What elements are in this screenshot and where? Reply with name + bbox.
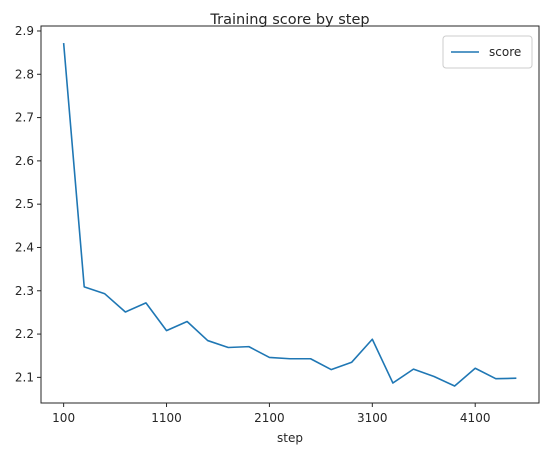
y-tick-label: 2.7 [15,111,34,125]
legend: score [442,35,533,69]
y-tick-label: 2.9 [15,24,34,38]
x-tick-label: 3100 [357,411,388,425]
y-tick-label: 2.2 [15,327,34,341]
y-tick-label: 2.4 [15,240,34,254]
x-tick-label: 1100 [151,411,182,425]
y-tick-label: 2.1 [15,370,34,384]
plot-area [40,25,540,404]
chart-title: Training score by step [209,12,369,28]
legend-box [442,35,533,69]
series-line-score [62,43,517,387]
y-tick-label: 2.5 [15,197,34,211]
x-axis-label: step [277,431,303,445]
y-tick-label: 2.3 [15,284,34,298]
x-tick-label: 2100 [254,411,285,425]
legend-label-score: score [489,45,521,59]
x-tick-label: 100 [52,411,75,425]
y-tick-label: 2.8 [15,67,34,81]
y-axis: 2.1 2.2 2.3 2.4 2.5 2.6 2.7 2.8 2.9 [15,24,41,384]
y-tick-label: 2.6 [15,154,34,168]
x-axis: 100 1100 2100 3100 4100 [52,403,490,425]
x-tick-label: 4100 [460,411,491,425]
